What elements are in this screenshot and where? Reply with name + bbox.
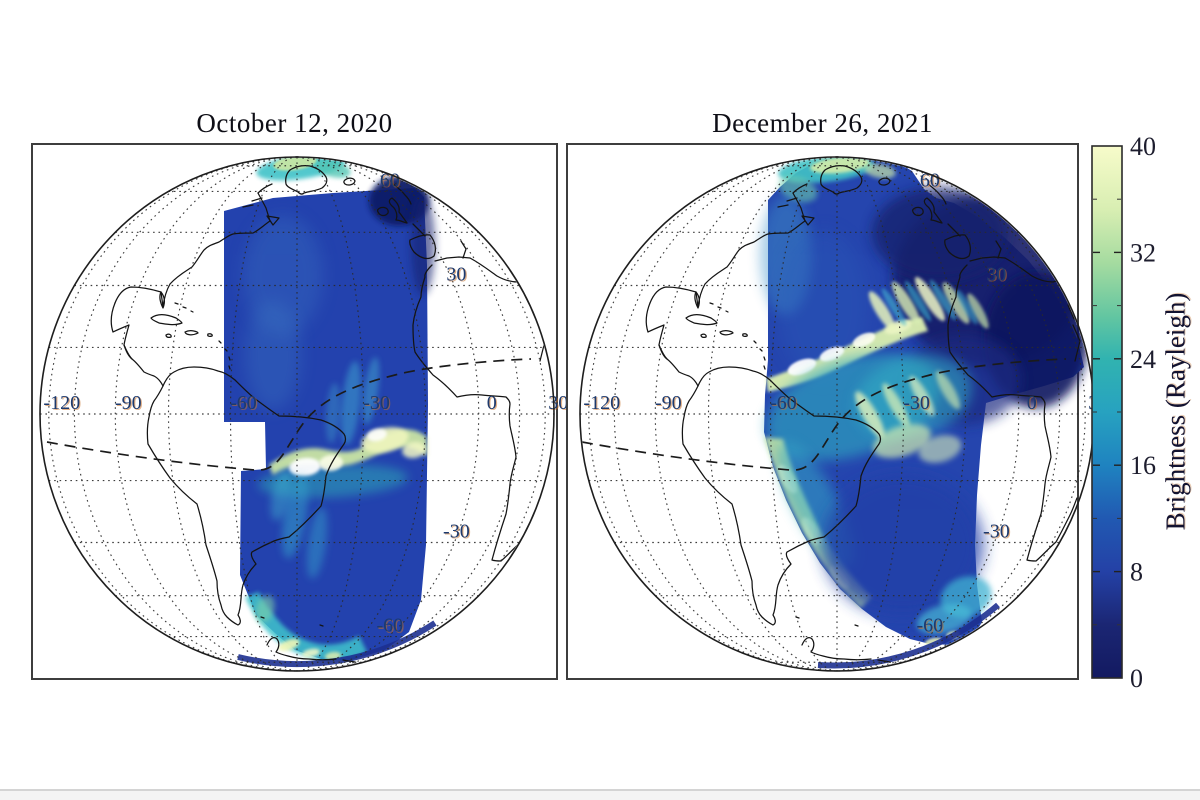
svg-text:-30: -30 [903,392,930,414]
svg-text:40: 40 [1130,132,1156,161]
magnetic-equator-line [581,358,1067,471]
panel-title-left: October 12, 2020 [196,108,393,138]
svg-text:60: 60 [380,169,400,191]
colorbar: 0 8 16 24 32 40 [1088,132,1198,693]
svg-text:24: 24 [1130,345,1156,374]
svg-text:-30: -30 [443,521,470,543]
svg-text:8: 8 [1130,558,1143,587]
graticule [580,156,1094,672]
svg-text:-60: -60 [917,615,944,637]
svg-text:-60: -60 [231,393,258,415]
svg-text:30: 30 [448,265,468,287]
coastlines [645,165,1081,663]
svg-text:30: 30 [988,265,1008,287]
map-panel-right: -120-120-90-90-60-60-30-3000303060603030… [566,143,1109,680]
bottom-divider [0,789,1200,800]
svg-text:-90: -90 [655,392,682,414]
globe-left: -120 -120 -90 -90 -60 -60 -30 -30 0 0 30 30 60 60 30 30… [33,145,569,678]
svg-text:-30: -30 [984,522,1011,544]
svg-text:-30: -30 [444,522,471,544]
svg-text:30: 30 [986,264,1006,286]
svg-text:-120: -120 [585,393,622,415]
svg-text:-120: -120 [583,392,620,414]
svg-text:-30: -30 [363,392,390,414]
svg-text:-90: -90 [116,393,143,415]
panel-title-right: December 26, 2021 [712,108,933,138]
svg-text:-60: -60 [230,392,257,414]
colorbar-axis-label: Brightness (Rayleigh) [1160,292,1191,531]
svg-text:0: 0 [1130,664,1143,693]
svg-text:0: 0 [488,393,498,415]
svg-text:60: 60 [920,169,940,191]
svg-text:0: 0 [487,392,497,414]
svg-text:-30: -30 [904,393,931,415]
svg-text:-60: -60 [918,616,945,638]
graticule [40,156,554,672]
map-panel-left: -120 -120 -90 -90 -60 -60 -30 -30 0 0 30 30 60 60 30 30… [31,143,569,680]
svg-text:-120: -120 [43,392,80,414]
svg-text:-60: -60 [770,392,797,414]
svg-text:-30: -30 [983,521,1010,543]
svg-text:16: 16 [1130,451,1156,480]
magnetic-equator-line [46,358,532,471]
svg-text:0: 0 [1027,392,1037,414]
globe-right: -120-120-90-90-60-60-30-3000303060603030… [568,145,1109,678]
svg-text:-60: -60 [378,616,405,638]
svg-text:-60: -60 [771,393,798,415]
svg-text:-30: -30 [364,393,391,415]
colorbar-ticks: 0 8 16 24 32 40 [1093,132,1156,693]
svg-text:30: 30 [446,264,466,286]
svg-text:-120: -120 [45,393,82,415]
svg-text:-90: -90 [656,393,683,415]
svg-text:-90: -90 [115,392,142,414]
globe-outline [39,156,555,672]
coastlines [110,165,546,663]
svg-text:32: 32 [1130,238,1156,267]
svg-text:0: 0 [1028,393,1038,415]
svg-text:-60: -60 [377,615,404,637]
brightness-swath [760,158,1088,669]
